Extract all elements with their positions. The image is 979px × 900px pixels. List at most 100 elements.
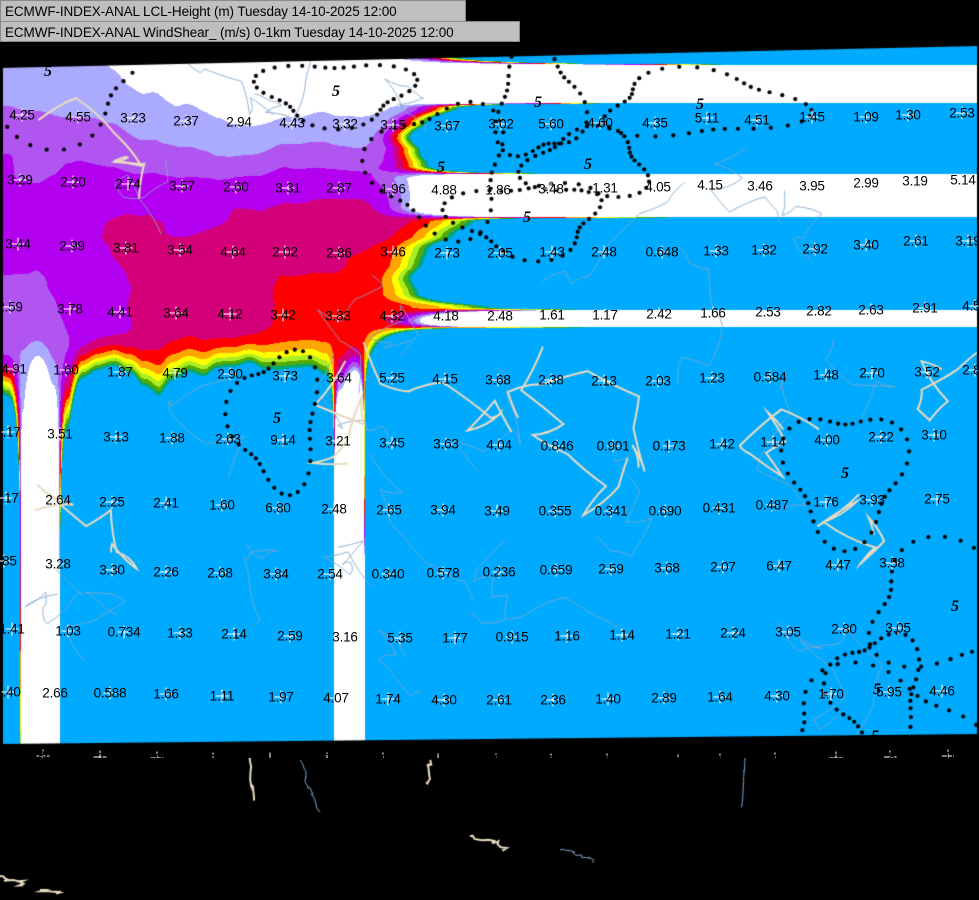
windshear-value: 3.05	[775, 624, 801, 640]
windshear-value: 5.84	[877, 749, 903, 758]
windshear-value: 2.59	[277, 628, 303, 644]
windshear-value: 3.28	[45, 556, 71, 572]
windshear-value: 2.73	[434, 245, 460, 261]
windshear-value: 3.44	[5, 236, 31, 252]
windshear-value: 3.68	[654, 560, 680, 576]
windshear-value: 1.60	[53, 362, 79, 378]
windshear-value: 2.89	[962, 362, 979, 378]
windshear-value: 3.93	[859, 492, 885, 508]
windshear-value: 4.55	[65, 109, 91, 125]
windshear-value: 1.96	[380, 181, 406, 197]
windshear-value: 2.48	[487, 308, 513, 324]
windshear-value: 3.45	[379, 435, 405, 451]
windshear-value: 3.52	[914, 364, 940, 380]
windshear-value: 1.99	[370, 752, 396, 758]
windshear-value: 1.09	[853, 109, 879, 125]
windshear-value: 1.12	[87, 749, 113, 758]
windshear-value: 2.38	[538, 372, 564, 388]
windshear-value: 1.41	[257, 752, 283, 758]
windshear-value: 4.25	[9, 107, 35, 123]
windshear-value: 3.32	[332, 116, 358, 132]
windshear-value: 3.46	[747, 178, 773, 194]
windshear-value: 4.17	[0, 490, 19, 506]
windshear-value: 3.43	[425, 753, 451, 758]
lower-coastline-area	[0, 758, 979, 900]
windshear-value: 4.18	[433, 308, 459, 324]
windshear-value: 1.60	[209, 497, 235, 513]
windshear-value: 3.46	[380, 244, 406, 260]
windshear-value: 1.40	[595, 691, 621, 707]
windshear-value: 1.66	[153, 686, 179, 702]
windshear-value: 2.41	[153, 495, 179, 511]
windshear-value: 2.37	[173, 113, 199, 129]
windshear-value: 5.35	[387, 630, 413, 646]
windshear-value: 2.82	[806, 303, 832, 319]
windshear-value: 2.20	[60, 174, 86, 190]
windshear-value: 2.59	[598, 561, 624, 577]
windshear-value: 0.584	[753, 369, 787, 385]
contour-label-5: 5	[696, 96, 704, 113]
windshear-value: 4.35	[642, 115, 668, 131]
windshear-value: 1.17	[592, 307, 618, 323]
windshear-value: 2.80	[831, 621, 857, 637]
map-plot-area[interactable]: 4.25 4.55 3.23 2.37 2.94 4.43 3.32 3.15 3.67 3.02…	[0, 44, 979, 758]
windshear-value: 2.26	[153, 564, 179, 580]
windshear-value: 2.60	[223, 179, 249, 195]
windshear-value: 1.48	[813, 367, 839, 383]
contour-label-5: 5	[871, 728, 879, 745]
windshear-value: 4.15	[697, 177, 723, 193]
contour-label-5: 5	[437, 159, 445, 176]
windshear-value: 2.90	[217, 366, 243, 382]
windshear-value: 4.43	[279, 115, 305, 131]
windshear-value: 2.13	[591, 373, 617, 389]
windshear-value: 3.49	[484, 503, 510, 519]
windshear-value: 2.70	[859, 365, 885, 381]
windshear-value: 4.54	[483, 753, 509, 758]
contour-label-5: 5	[523, 209, 531, 226]
windshear-value: 1.82	[751, 242, 777, 258]
windshear-value: 2.59	[0, 299, 23, 315]
windshear-value: 4.12	[217, 306, 243, 322]
windshear-value: 1.23	[699, 370, 725, 386]
windshear-value: 2.66	[42, 685, 68, 701]
windshear-value: 3.64	[326, 370, 352, 386]
windshear-value: 1.11	[209, 688, 235, 704]
windshear-value: 2.87	[326, 180, 352, 196]
windshear-value: 2.05	[487, 245, 513, 261]
windshear-value: 2.65	[376, 502, 402, 518]
windshear-value: 2.99	[59, 238, 85, 254]
windshear-value: 1.14	[760, 434, 786, 450]
windshear-value: 2.64	[45, 492, 71, 508]
contour-label-5: 5	[584, 156, 592, 173]
windshear-value: 4.07	[323, 690, 349, 706]
windshear-value: 1.61	[539, 307, 565, 323]
windshear-value: 0.860	[26, 748, 60, 758]
windshear-value: 2.24	[720, 625, 746, 641]
windshear-value: 4.47	[825, 557, 851, 573]
windshear-value: 0.734	[107, 624, 141, 640]
contour-label-5: 5	[332, 83, 340, 100]
windshear-value: 3.57	[169, 178, 195, 194]
windshear-value: 2.17	[0, 424, 21, 440]
windshear-value: 1.41	[0, 621, 25, 637]
windshear-value: 1.42	[709, 436, 735, 452]
windshear-value: 2.86	[326, 245, 352, 261]
windshear-value: 3.84	[263, 566, 289, 582]
contour-label-5: 5	[951, 598, 959, 615]
windshear-value: 2.91	[912, 300, 938, 316]
windshear-value: 6.47	[766, 558, 792, 574]
windshear-value: 0.431	[702, 500, 736, 516]
windshear-value: 1.33	[167, 625, 193, 641]
windshear-value: 3.94	[430, 502, 456, 518]
windshear-value: 1.21	[665, 626, 691, 642]
windshear-value: 4.64	[220, 244, 246, 260]
windshear-value: 1.45	[799, 109, 825, 125]
windshear-value: 3.31	[275, 180, 301, 196]
windshear-value: 2.07	[710, 559, 736, 575]
windshear-value: 1.72	[314, 752, 340, 758]
title-lcl-height: ECMWF-INDEX-ANAL LCL-Height (m) Tuesday …	[0, 0, 466, 21]
windshear-value: 4.46	[929, 683, 955, 699]
windshear-value: 3.78	[57, 301, 83, 317]
windshear-value: 3.83	[325, 308, 351, 324]
windshear-value: 4.51	[744, 112, 770, 128]
